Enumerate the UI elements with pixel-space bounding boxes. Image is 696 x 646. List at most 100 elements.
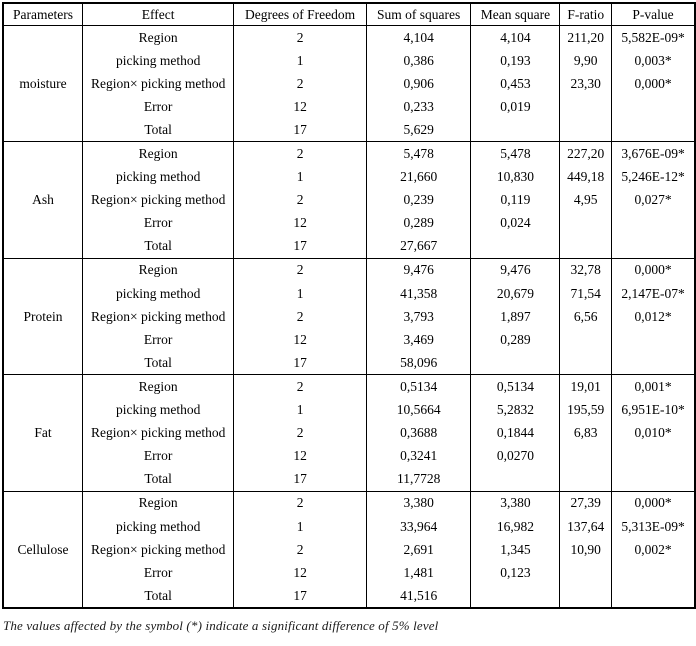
mean-square-cell: 0,193 <box>470 49 561 73</box>
table-row: picking method 1 33,964 16,982 137,64 5,313E-… <box>3 514 696 539</box>
sum-of-squares-cell: 41,516 <box>365 584 472 609</box>
effect-cell: picking method <box>81 165 235 189</box>
degrees-of-freedom-cell: 17 <box>233 584 367 609</box>
column-header: F-ratio <box>559 3 613 26</box>
p-value-cell: 5,582E-09* <box>611 25 696 50</box>
effect-cell: Region <box>81 374 235 399</box>
p-value-cell <box>611 444 696 468</box>
degrees-of-freedom-cell: 12 <box>233 561 367 585</box>
sum-of-squares-cell: 1,481 <box>365 561 472 585</box>
f-ratio-cell: 137,64 <box>559 514 613 539</box>
sum-of-squares-cell: 5,629 <box>365 118 472 142</box>
f-ratio-cell <box>559 234 613 259</box>
p-value-cell: 0,000* <box>611 257 696 283</box>
parameter-group: Cellulose Region 2 3,380 3,380 27,39 0,000* pic… <box>2 490 696 609</box>
table-row: picking method 1 0,386 0,193 9,90 0,003* <box>3 49 696 73</box>
p-value-cell: 0,003* <box>611 49 696 73</box>
sum-of-squares-cell: 0,3688 <box>365 421 472 445</box>
p-value-cell <box>611 351 696 375</box>
parameter-cell: Cellulose <box>2 490 83 609</box>
effect-cell: Region× picking method <box>81 538 235 562</box>
effect-cell: Total <box>81 234 235 259</box>
f-ratio-cell <box>559 444 613 468</box>
effect-cell: Error <box>81 95 235 119</box>
effect-cell: Region <box>81 25 235 50</box>
effect-cell: Region <box>81 490 235 515</box>
parameter-cell: Fat <box>2 374 83 492</box>
p-value-cell: 0,000* <box>611 490 696 515</box>
table-row: Error 12 0,289 0,024 <box>3 211 696 235</box>
f-ratio-cell <box>559 118 613 142</box>
p-value-cell <box>611 467 696 492</box>
mean-square-cell <box>470 351 561 375</box>
sum-of-squares-cell: 21,660 <box>365 165 472 189</box>
effect-cell: Error <box>81 444 235 468</box>
mean-square-cell <box>470 584 561 609</box>
f-ratio-cell <box>559 351 613 375</box>
mean-square-cell: 20,679 <box>470 282 561 306</box>
table-header: Parameters Effect Degrees of Freedom Sum of… <box>2 3 696 26</box>
f-ratio-cell <box>559 561 613 585</box>
effect-cell: Error <box>81 561 235 585</box>
p-value-cell: 6,951E-10* <box>611 398 696 422</box>
p-value-cell <box>611 118 696 142</box>
p-value-cell: 2,147E-07* <box>611 282 696 306</box>
f-ratio-cell: 32,78 <box>559 257 613 283</box>
f-ratio-cell: 71,54 <box>559 282 613 306</box>
sum-of-squares-cell: 0,3241 <box>365 444 472 468</box>
f-ratio-cell <box>559 328 613 352</box>
mean-square-cell <box>470 234 561 259</box>
effect-cell: Total <box>81 118 235 142</box>
column-header: P-value <box>611 3 696 26</box>
table-row: Cellulose Region 2 3,380 3,380 27,39 0,000* <box>2 490 696 609</box>
table-row: Total 17 5,629 <box>3 118 696 142</box>
degrees-of-freedom-cell: 1 <box>233 514 367 539</box>
degrees-of-freedom-cell: 2 <box>233 257 367 283</box>
effect-cell: Region× picking method <box>81 421 235 445</box>
table-row: Total 17 41,516 <box>3 584 696 609</box>
table-row: Total 17 27,667 <box>3 234 696 259</box>
degrees-of-freedom-cell: 2 <box>233 141 367 166</box>
sum-of-squares-cell: 58,096 <box>365 351 472 375</box>
sum-of-squares-cell: 0,289 <box>365 211 472 235</box>
significance-footnote: The values affected by the symbol (*) in… <box>3 618 439 634</box>
column-header: Effect <box>81 3 235 26</box>
sum-of-squares-cell: 3,793 <box>365 305 472 329</box>
sum-of-squares-cell: 0,386 <box>365 49 472 73</box>
table-row: Region× picking method 2 0,3688 0,1844 6,83 0… <box>3 421 696 445</box>
table-row: Total 17 58,096 <box>3 351 696 375</box>
p-value-cell: 0,002* <box>611 538 696 562</box>
parameter-cell: moisture <box>2 24 83 142</box>
effect-cell: Region× picking method <box>81 305 235 329</box>
table-row: Fat Region 2 0,5134 0,5134 19,01 0,001* <box>2 374 696 492</box>
degrees-of-freedom-cell: 12 <box>233 95 367 119</box>
effect-cell: Region× picking method <box>81 188 235 212</box>
table-row: Error 12 0,3241 0,0270 <box>3 444 696 468</box>
mean-square-cell: 0,289 <box>470 328 561 352</box>
effect-cell: Error <box>81 328 235 352</box>
sum-of-squares-cell: 41,358 <box>365 282 472 306</box>
mean-square-cell: 10,830 <box>470 165 561 189</box>
sum-of-squares-cell: 11,7728 <box>365 467 472 492</box>
effect-cell: Total <box>81 351 235 375</box>
sum-of-squares-cell: 5,478 <box>365 141 472 166</box>
p-value-cell: 3,676E-09* <box>611 141 696 166</box>
f-ratio-cell: 10,90 <box>559 538 613 562</box>
p-value-cell <box>611 234 696 259</box>
degrees-of-freedom-cell: 2 <box>233 25 367 50</box>
parameter-cell: Protein <box>2 257 83 375</box>
table-row: Region× picking method 2 0,906 0,453 23,30 0,… <box>3 72 696 96</box>
degrees-of-freedom-cell: 2 <box>233 421 367 445</box>
degrees-of-freedom-cell: 2 <box>233 72 367 96</box>
f-ratio-cell <box>559 467 613 492</box>
degrees-of-freedom-cell: 17 <box>233 234 367 259</box>
table-row: Region× picking method 2 2,691 1,345 10,90 0,… <box>3 538 696 562</box>
sum-of-squares-cell: 0,906 <box>365 72 472 96</box>
table-row: Error 12 1,481 0,123 <box>3 561 696 585</box>
mean-square-cell: 0,1844 <box>470 421 561 445</box>
degrees-of-freedom-cell: 12 <box>233 211 367 235</box>
p-value-cell <box>611 95 696 119</box>
mean-square-cell: 5,2832 <box>470 398 561 422</box>
f-ratio-cell: 227,20 <box>559 141 613 166</box>
sum-of-squares-cell: 4,104 <box>365 25 472 50</box>
